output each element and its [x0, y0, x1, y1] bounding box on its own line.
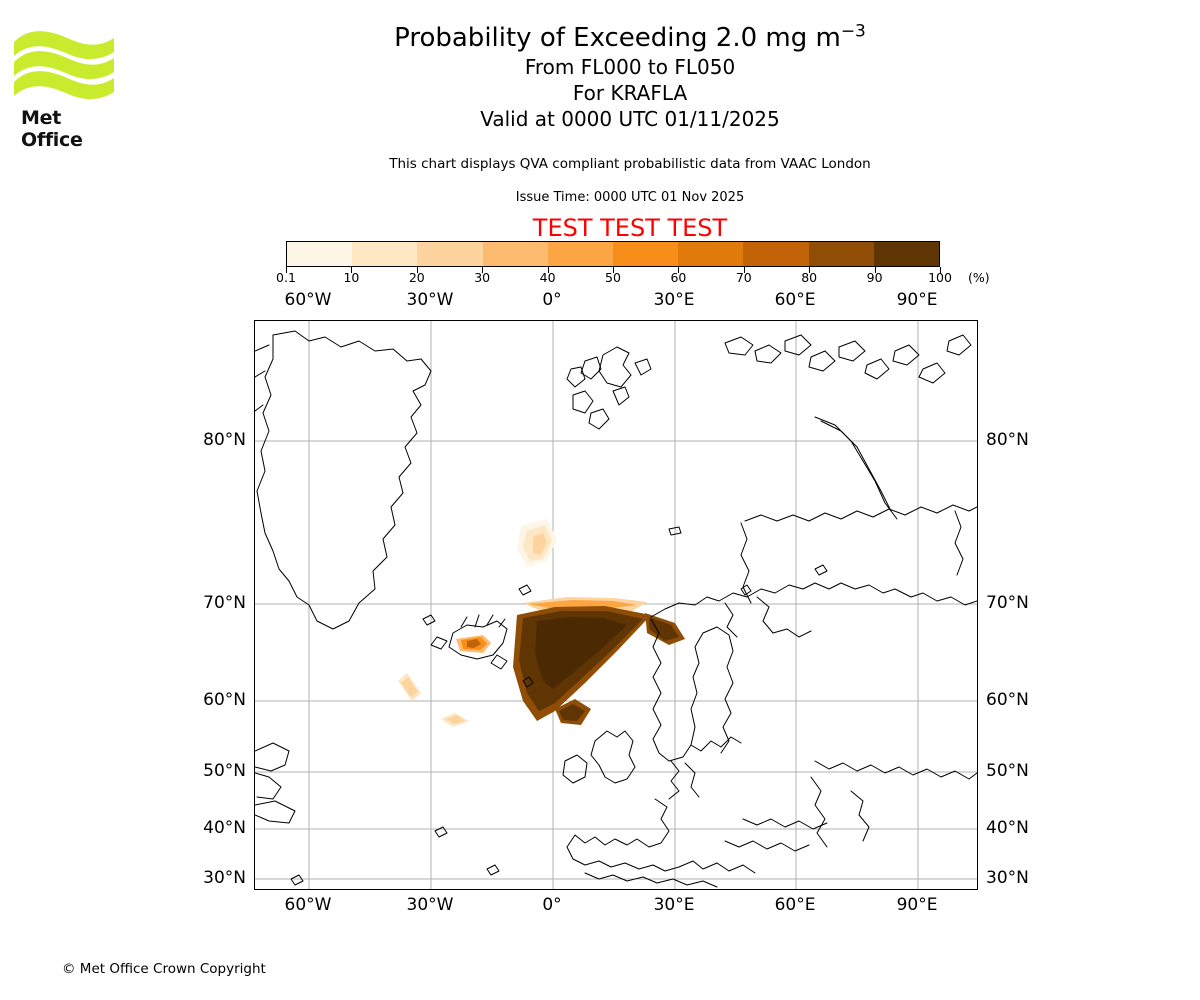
- lat-label-40°N: 40°N: [203, 818, 246, 838]
- lon-label-0°: 0°: [542, 290, 562, 310]
- colorbar-tick-label-70: 70: [735, 270, 752, 285]
- lat-label-30°N: 30°N: [203, 868, 246, 888]
- subtitle-flight-levels: From FL000 to FL050: [524, 55, 736, 79]
- lat-label-50°N: 50°N: [203, 761, 246, 781]
- chart-title-block: Probability of Exceeding 2.0 mg m−3 From…: [130, 22, 1130, 132]
- colorbar-tick-40: [547, 267, 549, 273]
- map-plot-area[interactable]: [254, 320, 978, 890]
- colorbar-tick-30: [482, 267, 484, 273]
- colorbar-tick-20: [416, 267, 418, 273]
- colorbar-tick-label-10: 10: [343, 270, 360, 285]
- page-title: Probability of Exceeding 2.0 mg m−3: [130, 22, 1130, 54]
- southwest-streaks: [398, 673, 469, 727]
- lon-label-60°E: 60°E: [774, 895, 816, 915]
- subtitle-valid-time: Valid at 0000 UTC 01/11/2025: [480, 107, 780, 131]
- colorbar-tick-label-0.1: 0.1: [276, 270, 296, 285]
- main-title-text: Probability of Exceeding 2.0 mg m: [394, 23, 841, 53]
- issue-time-label: Issue Time: 0000 UTC 01 Nov 2025: [515, 190, 745, 205]
- northern-wisp: [517, 519, 557, 567]
- colorbar-tick-0.1: [286, 267, 287, 273]
- lon-label-30°W: 30°W: [406, 895, 454, 915]
- colorbar-band-6: [678, 242, 744, 266]
- colorbar-tick-labels: 0.1 10 20 30 40 50 60 70 80 90 100: [276, 270, 952, 286]
- met-office-logo: Met Office: [10, 18, 118, 151]
- lon-label-90°E: 90°E: [896, 895, 938, 915]
- colorbar-bands: [286, 241, 940, 267]
- lat-label-70°N: 70°N: [203, 593, 246, 613]
- colorbar-band-7: [743, 242, 809, 266]
- source-iceland-patch: [456, 635, 491, 653]
- colorbar-tick-label-60: 60: [670, 270, 687, 285]
- colorbar-tick-100: [940, 267, 941, 273]
- lat-label-80°N: 80°N: [986, 430, 1029, 450]
- colorbar-band-8: [808, 242, 874, 266]
- colorbar-band-9: [873, 242, 940, 266]
- colorbar-tick-label-90: 90: [866, 270, 883, 285]
- colorbar-band-5: [613, 242, 679, 266]
- lon-label-30°E: 30°E: [653, 290, 695, 310]
- colorbar-tick-label-20: 20: [408, 270, 425, 285]
- colorbar-tick-10: [351, 267, 353, 273]
- colorbar-tick-50: [613, 267, 614, 273]
- met-office-wave-mark: [14, 31, 114, 100]
- colorbar-band-1: [352, 242, 418, 266]
- colorbar-tick-label-80: 80: [801, 270, 818, 285]
- colorbar-band-2: [417, 242, 483, 266]
- main-title-exponent: −3: [840, 21, 866, 42]
- lon-label-30°E: 30°E: [653, 895, 695, 915]
- colorbar-band-3: [482, 242, 548, 266]
- lat-label-80°N: 80°N: [203, 430, 246, 450]
- lon-label-60°E: 60°E: [774, 290, 816, 310]
- colorbar-band-0: [287, 242, 353, 266]
- colorbar-unit-label: (%): [968, 270, 990, 285]
- colorbar-tick-label-40: 40: [539, 270, 556, 285]
- main-ash-plume: [513, 597, 685, 725]
- lat-label-40°N: 40°N: [986, 818, 1029, 838]
- colorbar-ticks: [286, 267, 941, 275]
- colorbar-tick-label-50: 50: [605, 270, 621, 285]
- lat-label-30°N: 30°N: [986, 868, 1029, 888]
- colorbar-tick-60: [678, 267, 680, 273]
- lat-label-60°N: 60°N: [203, 690, 246, 710]
- colorbar-tick-label-30: 30: [474, 270, 491, 285]
- lon-label-60°W: 60°W: [284, 290, 332, 310]
- subtitle-site: For KRAFLA: [572, 81, 688, 105]
- lon-label-90°E: 90°E: [896, 290, 938, 310]
- met-office-wordmark: Met Office: [21, 107, 83, 151]
- colorbar-tick-90: [874, 267, 876, 273]
- map-coastlines: [255, 330, 977, 888]
- probability-colorbar: [286, 241, 940, 267]
- qva-compliance-note: This chart displays QVA compliant probab…: [389, 156, 871, 172]
- copyright-notice: © Met Office Crown Copyright: [62, 961, 266, 977]
- test-banner: TEST TEST TEST: [532, 214, 728, 242]
- colorbar-tick-80: [809, 267, 811, 273]
- map-canvas: [255, 321, 977, 889]
- colorbar-tick-label-100: 100: [928, 270, 952, 285]
- lat-label-60°N: 60°N: [986, 690, 1029, 710]
- lat-label-70°N: 70°N: [986, 593, 1029, 613]
- lon-label-60°W: 60°W: [284, 895, 332, 915]
- colorbar-band-4: [547, 242, 614, 266]
- lon-label-30°W: 30°W: [406, 290, 454, 310]
- lon-label-0°: 0°: [542, 895, 562, 915]
- colorbar-tick-70: [743, 267, 745, 273]
- lat-label-50°N: 50°N: [986, 761, 1029, 781]
- ash-probability-field: [398, 519, 685, 727]
